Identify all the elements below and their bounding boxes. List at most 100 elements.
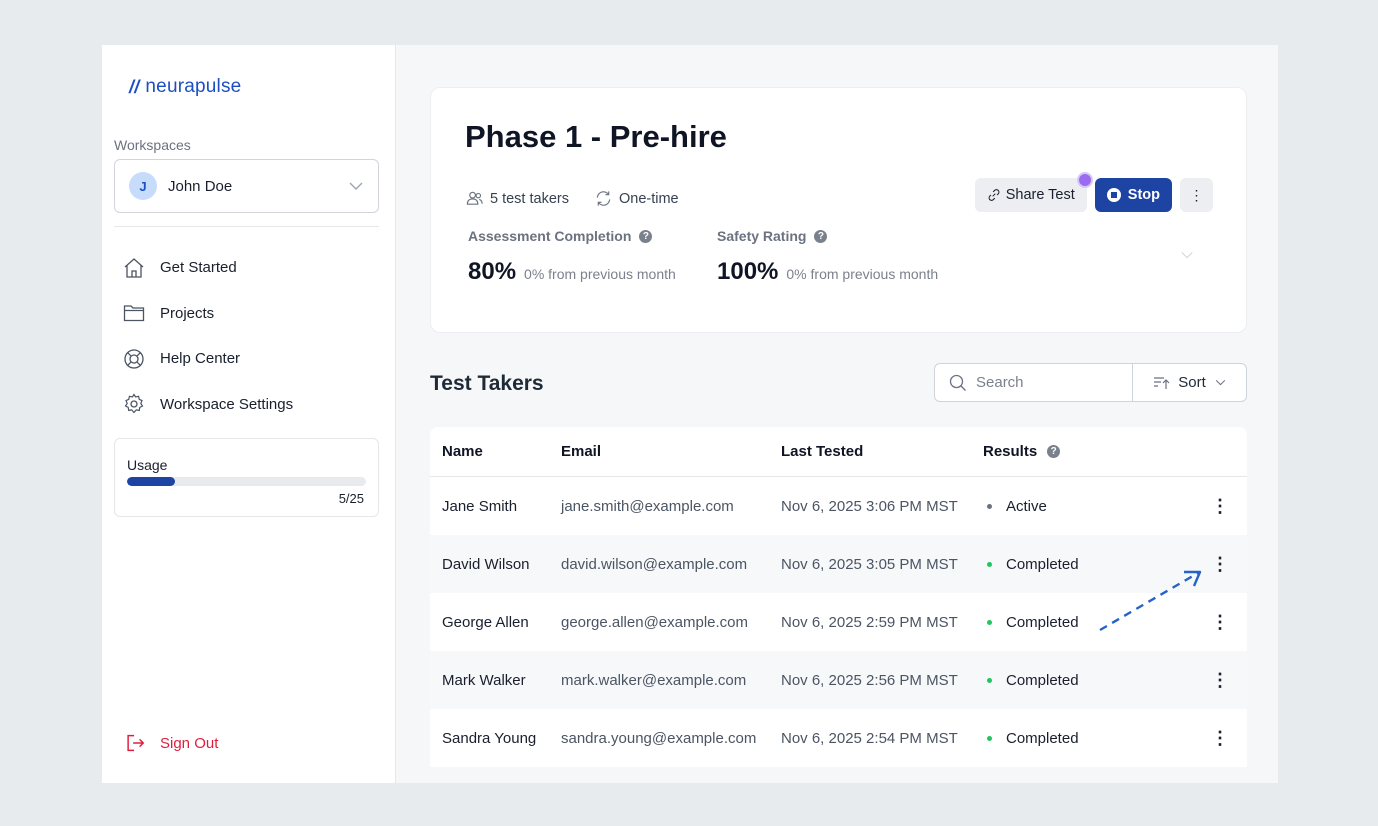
table-row[interactable]: Sandra Young sandra.young@example.com Nov … <box>430 709 1247 767</box>
stat-value: 100% <box>717 258 779 285</box>
test-frequency: One-time <box>594 189 679 208</box>
column-header-results[interactable]: Results ? <box>983 443 1193 460</box>
usage-progress-bar <box>127 477 366 486</box>
section-title: Test Takers <box>430 372 544 395</box>
status-label: Completed <box>1006 729 1079 747</box>
row-menu-button[interactable]: ⋮ <box>1211 495 1229 516</box>
share-test-button[interactable]: Share Test <box>974 172 1093 212</box>
folder-icon <box>123 305 145 322</box>
cell-last-tested: Nov 6, 2025 2:59 PM MST <box>781 613 958 631</box>
brand-logo[interactable]: // neurapulse <box>129 76 241 98</box>
column-header-email[interactable]: Email <box>561 443 602 460</box>
cell-result: Completed <box>983 556 1193 573</box>
workspace-select[interactable]: J John Doe <box>114 159 379 213</box>
app-window: // neurapulse Workspaces J John Doe Get … <box>102 45 1278 783</box>
column-header-results-label: Results <box>983 443 1038 460</box>
status-dot <box>987 735 992 741</box>
help-icon[interactable]: ? <box>1047 445 1061 458</box>
cell-result: Completed <box>983 730 1193 747</box>
row-menu-button[interactable]: ⋮ <box>1211 611 1229 632</box>
stop-button[interactable]: Stop <box>1094 178 1172 212</box>
dashed-arrow-annotation <box>1099 570 1202 632</box>
sidebar-item-workspace-settings[interactable]: Workspace Settings <box>122 382 293 428</box>
column-header-name[interactable]: Name <box>442 443 483 460</box>
status-dot <box>987 503 992 509</box>
row-menu-button[interactable]: ⋮ <box>1211 727 1229 748</box>
cell-name: Mark Walker <box>442 671 526 689</box>
usage-label: Usage <box>127 457 168 473</box>
more-options-button[interactable]: ⋮ <box>1180 178 1213 212</box>
cell-email: sandra.young@example.com <box>561 729 757 747</box>
notification-dot <box>1076 172 1093 188</box>
status-label: Completed <box>1006 671 1079 689</box>
stop-icon <box>1106 188 1121 202</box>
status-dot <box>987 561 992 567</box>
cell-email: david.wilson@example.com <box>561 555 748 573</box>
stat-label: Safety Rating ? <box>717 228 938 244</box>
table-row[interactable]: George Allen george.allen@example.com Nov … <box>430 593 1247 651</box>
logo-mark-icon: // <box>129 76 140 97</box>
status-label: Active <box>1006 497 1047 515</box>
sidebar-item-label: Get Started <box>160 259 237 277</box>
lifebuoy-icon <box>124 349 144 369</box>
sidebar-divider <box>114 226 379 227</box>
status-label: Completed <box>1006 555 1079 573</box>
help-icon[interactable]: ? <box>814 229 828 243</box>
search-icon <box>949 374 966 391</box>
cell-email: mark.walker@example.com <box>561 671 747 689</box>
status-dot <box>987 677 992 683</box>
workspaces-label: Workspaces <box>114 137 191 153</box>
stat-label-text: Safety Rating <box>717 228 807 244</box>
cell-result: Completed <box>983 614 1193 631</box>
link-icon <box>988 189 1000 201</box>
table-row[interactable]: David Wilson david.wilson@example.com Nov … <box>430 535 1247 593</box>
sidebar-item-projects[interactable]: Projects <box>122 291 293 337</box>
help-icon[interactable]: ? <box>639 229 653 243</box>
cell-last-tested: Nov 6, 2025 2:56 PM MST <box>781 671 958 689</box>
chevron-down-icon <box>349 182 363 190</box>
stat-change: 0% from previous month <box>524 266 676 282</box>
sidebar-item-help-center[interactable]: Help Center <box>122 336 293 382</box>
sidebar-nav: Get Started Projects Help Center Workspa… <box>122 245 293 427</box>
home-icon <box>124 257 144 278</box>
stat-change: 0% from previous month <box>786 266 939 282</box>
table-row[interactable]: Jane Smith jane.smith@example.com Nov 6, 2… <box>430 477 1247 535</box>
stop-label: Stop <box>1127 187 1160 203</box>
cell-result: Active <box>983 498 1193 515</box>
usage-panel: Usage 5/25 <box>114 438 379 517</box>
sign-out-label: Sign Out <box>160 734 219 752</box>
sidebar: // neurapulse Workspaces J John Doe Get … <box>102 45 396 783</box>
test-takers-count: 5 test takers <box>465 189 569 208</box>
column-header-last-tested[interactable]: Last Tested <box>781 443 864 460</box>
avatar: J <box>129 172 157 200</box>
table-body: Jane Smith jane.smith@example.com Nov 6, 2… <box>430 477 1247 767</box>
row-menu-button[interactable]: ⋮ <box>1211 669 1229 690</box>
search-input[interactable] <box>976 374 1116 391</box>
sidebar-item-get-started[interactable]: Get Started <box>122 245 293 291</box>
sidebar-item-label: Projects <box>160 304 215 322</box>
stat-label: Assessment Completion ? <box>468 228 676 244</box>
stat-safety-rating: Safety Rating ? 100% 0% from previous mo… <box>717 228 938 286</box>
cell-last-tested: Nov 6, 2025 3:05 PM MST <box>781 555 958 573</box>
cell-name: David Wilson <box>442 555 530 573</box>
test-summary-card: Phase 1 - Pre-hire 5 test takers One-tim… <box>430 87 1247 333</box>
stat-label-text: Assessment Completion <box>468 228 632 244</box>
sidebar-item-label: Workspace Settings <box>160 395 294 413</box>
row-menu-button[interactable]: ⋮ <box>1211 553 1229 574</box>
table-toolbar: Sort <box>934 363 1247 402</box>
usage-progress-fill <box>127 477 175 486</box>
cell-result: Completed <box>983 672 1193 689</box>
card-actions: Share Test Stop ⋮ <box>974 172 1213 212</box>
stat-value-row: 80% 0% from previous month <box>468 258 676 286</box>
share-test-label: Share Test <box>1005 187 1075 203</box>
search-box[interactable] <box>935 364 1133 401</box>
sign-out-button[interactable]: Sign Out <box>124 732 218 754</box>
sort-icon <box>1154 376 1170 389</box>
sort-button[interactable]: Sort <box>1133 364 1246 401</box>
workspace-name: John Doe <box>168 177 233 195</box>
stat-value-row: 100% 0% from previous month <box>717 258 938 286</box>
cell-email: jane.smith@example.com <box>561 497 734 515</box>
chevron-down-icon[interactable] <box>1180 248 1194 262</box>
sign-out-icon <box>127 734 145 752</box>
table-row[interactable]: Mark Walker mark.walker@example.com Nov 6,… <box>430 651 1247 709</box>
